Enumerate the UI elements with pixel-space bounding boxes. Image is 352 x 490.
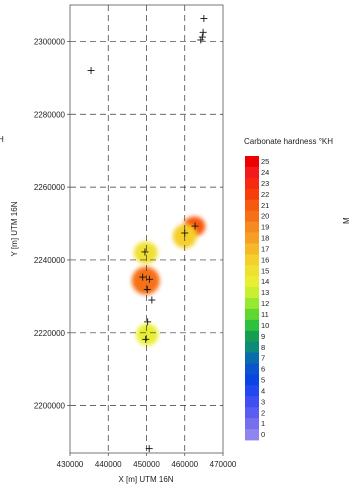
colorbar-label: 10 (261, 321, 269, 330)
colorbar-swatch (245, 287, 259, 299)
colorbar-label: 5 (261, 376, 265, 385)
sample-point-marker (148, 296, 156, 304)
y-tick-label: 2300000 (34, 37, 66, 46)
colorbar-swatch (245, 407, 259, 419)
colorbar-swatch (245, 232, 259, 244)
colorbar-label: 15 (261, 266, 269, 275)
sample-point-marker (139, 273, 147, 281)
colorbar-label: 7 (261, 354, 265, 363)
axis-ticks: 430000 440000 450000 460000 470000 2200000 222… (34, 37, 237, 469)
colorbar-label: 11 (261, 310, 269, 319)
colorbar-swatch (245, 276, 259, 288)
x-tick-label: 450000 (133, 460, 160, 469)
colorbar-label: 12 (261, 299, 269, 308)
colorbar-label: 1 (261, 419, 265, 428)
sample-point-marker (144, 318, 152, 326)
colorbar-swatch (245, 418, 259, 430)
colorbar-label: 25 (261, 157, 269, 166)
sample-point-marker (198, 33, 206, 41)
colorbar-title: Carbonate hardness °KH (244, 137, 333, 146)
y-tick-label: 2200000 (34, 402, 66, 411)
sample-point-marker (191, 222, 199, 230)
sample-point-marker (199, 28, 207, 36)
colorbar-swatch (245, 308, 259, 321)
colorbar-swatch (245, 221, 259, 233)
colorbar-swatch (245, 177, 259, 190)
colorbar-swatch (245, 210, 259, 222)
sample-point-marker (200, 14, 208, 22)
colorbar-label: 18 (261, 234, 269, 243)
colorbar-swatch (245, 243, 259, 255)
interpolated-zone (131, 266, 160, 295)
y-axis-label: Y [m] UTM 16N (10, 201, 19, 256)
colorbar-swatch (245, 265, 259, 277)
gridlines (70, 5, 223, 453)
y-tick-label: 2280000 (34, 110, 66, 119)
colorbar-label: 24 (261, 168, 269, 177)
colorbar-swatch (245, 330, 259, 343)
cut-text-left: H (0, 135, 4, 144)
colorbar-swatch (245, 156, 259, 168)
y-tick-label: 2240000 (34, 256, 66, 265)
colorbar-label: 9 (261, 332, 265, 341)
colorbar-swatch (245, 319, 259, 332)
y-tick-label: 2260000 (34, 183, 66, 192)
colorbar-label: 2 (261, 408, 265, 417)
x-axis-label: X [m] UTM 16N (118, 475, 173, 484)
colorbar-swatch (245, 363, 259, 375)
colorbar-label: 3 (261, 397, 265, 406)
colorbar-swatch (245, 166, 259, 179)
colorbar-swatch (245, 341, 259, 354)
x-tick-label: 460000 (171, 460, 198, 469)
sample-point-marker (145, 445, 153, 453)
x-tick-label: 470000 (210, 460, 237, 469)
interpolated-zone (133, 241, 158, 264)
colorbar-label: 4 (261, 386, 265, 395)
sample-point-marker (146, 275, 154, 283)
sample-point-marker (143, 285, 151, 293)
sample-point-marker (197, 36, 205, 44)
colorbar-swatch (245, 199, 259, 212)
colorbar-swatch (245, 429, 259, 441)
x-tick-label: 440000 (95, 460, 122, 469)
colorbar-label: 21 (261, 201, 269, 210)
colorbar-label: 22 (261, 190, 269, 199)
sample-point-marker (142, 335, 150, 343)
interpolated-zone (136, 323, 159, 346)
colorbar-swatch (245, 188, 259, 201)
interpolated-zones (131, 216, 206, 346)
sample-point-marker (87, 67, 95, 75)
colorbar-swatch (245, 254, 259, 266)
colorbar-label: 23 (261, 179, 269, 188)
sample-points (87, 14, 208, 453)
colorbar-label: 17 (261, 244, 269, 253)
x-tick-label: 430000 (57, 460, 84, 469)
colorbar-swatch (245, 374, 259, 386)
colorbar-label: 14 (261, 277, 269, 286)
colorbar-label: 6 (261, 365, 265, 374)
sample-point-marker (181, 229, 189, 237)
colorbar-label: 0 (261, 430, 265, 439)
colorbar-swatch (245, 352, 259, 364)
colorbar-swatch (245, 385, 259, 397)
colorbar-label: 19 (261, 223, 269, 232)
sample-point-marker (141, 248, 149, 256)
cut-text-right: M (342, 217, 351, 224)
y-tick-label: 2220000 (34, 329, 66, 338)
colorbar: 2524232221201918171615141312111098765432… (245, 156, 269, 441)
colorbar-label: 20 (261, 212, 269, 221)
colorbar-swatch (245, 396, 259, 408)
colorbar-label: 16 (261, 255, 269, 264)
colorbar-label: 13 (261, 288, 269, 297)
colorbar-label: 8 (261, 343, 265, 352)
colorbar-swatch (245, 298, 259, 310)
